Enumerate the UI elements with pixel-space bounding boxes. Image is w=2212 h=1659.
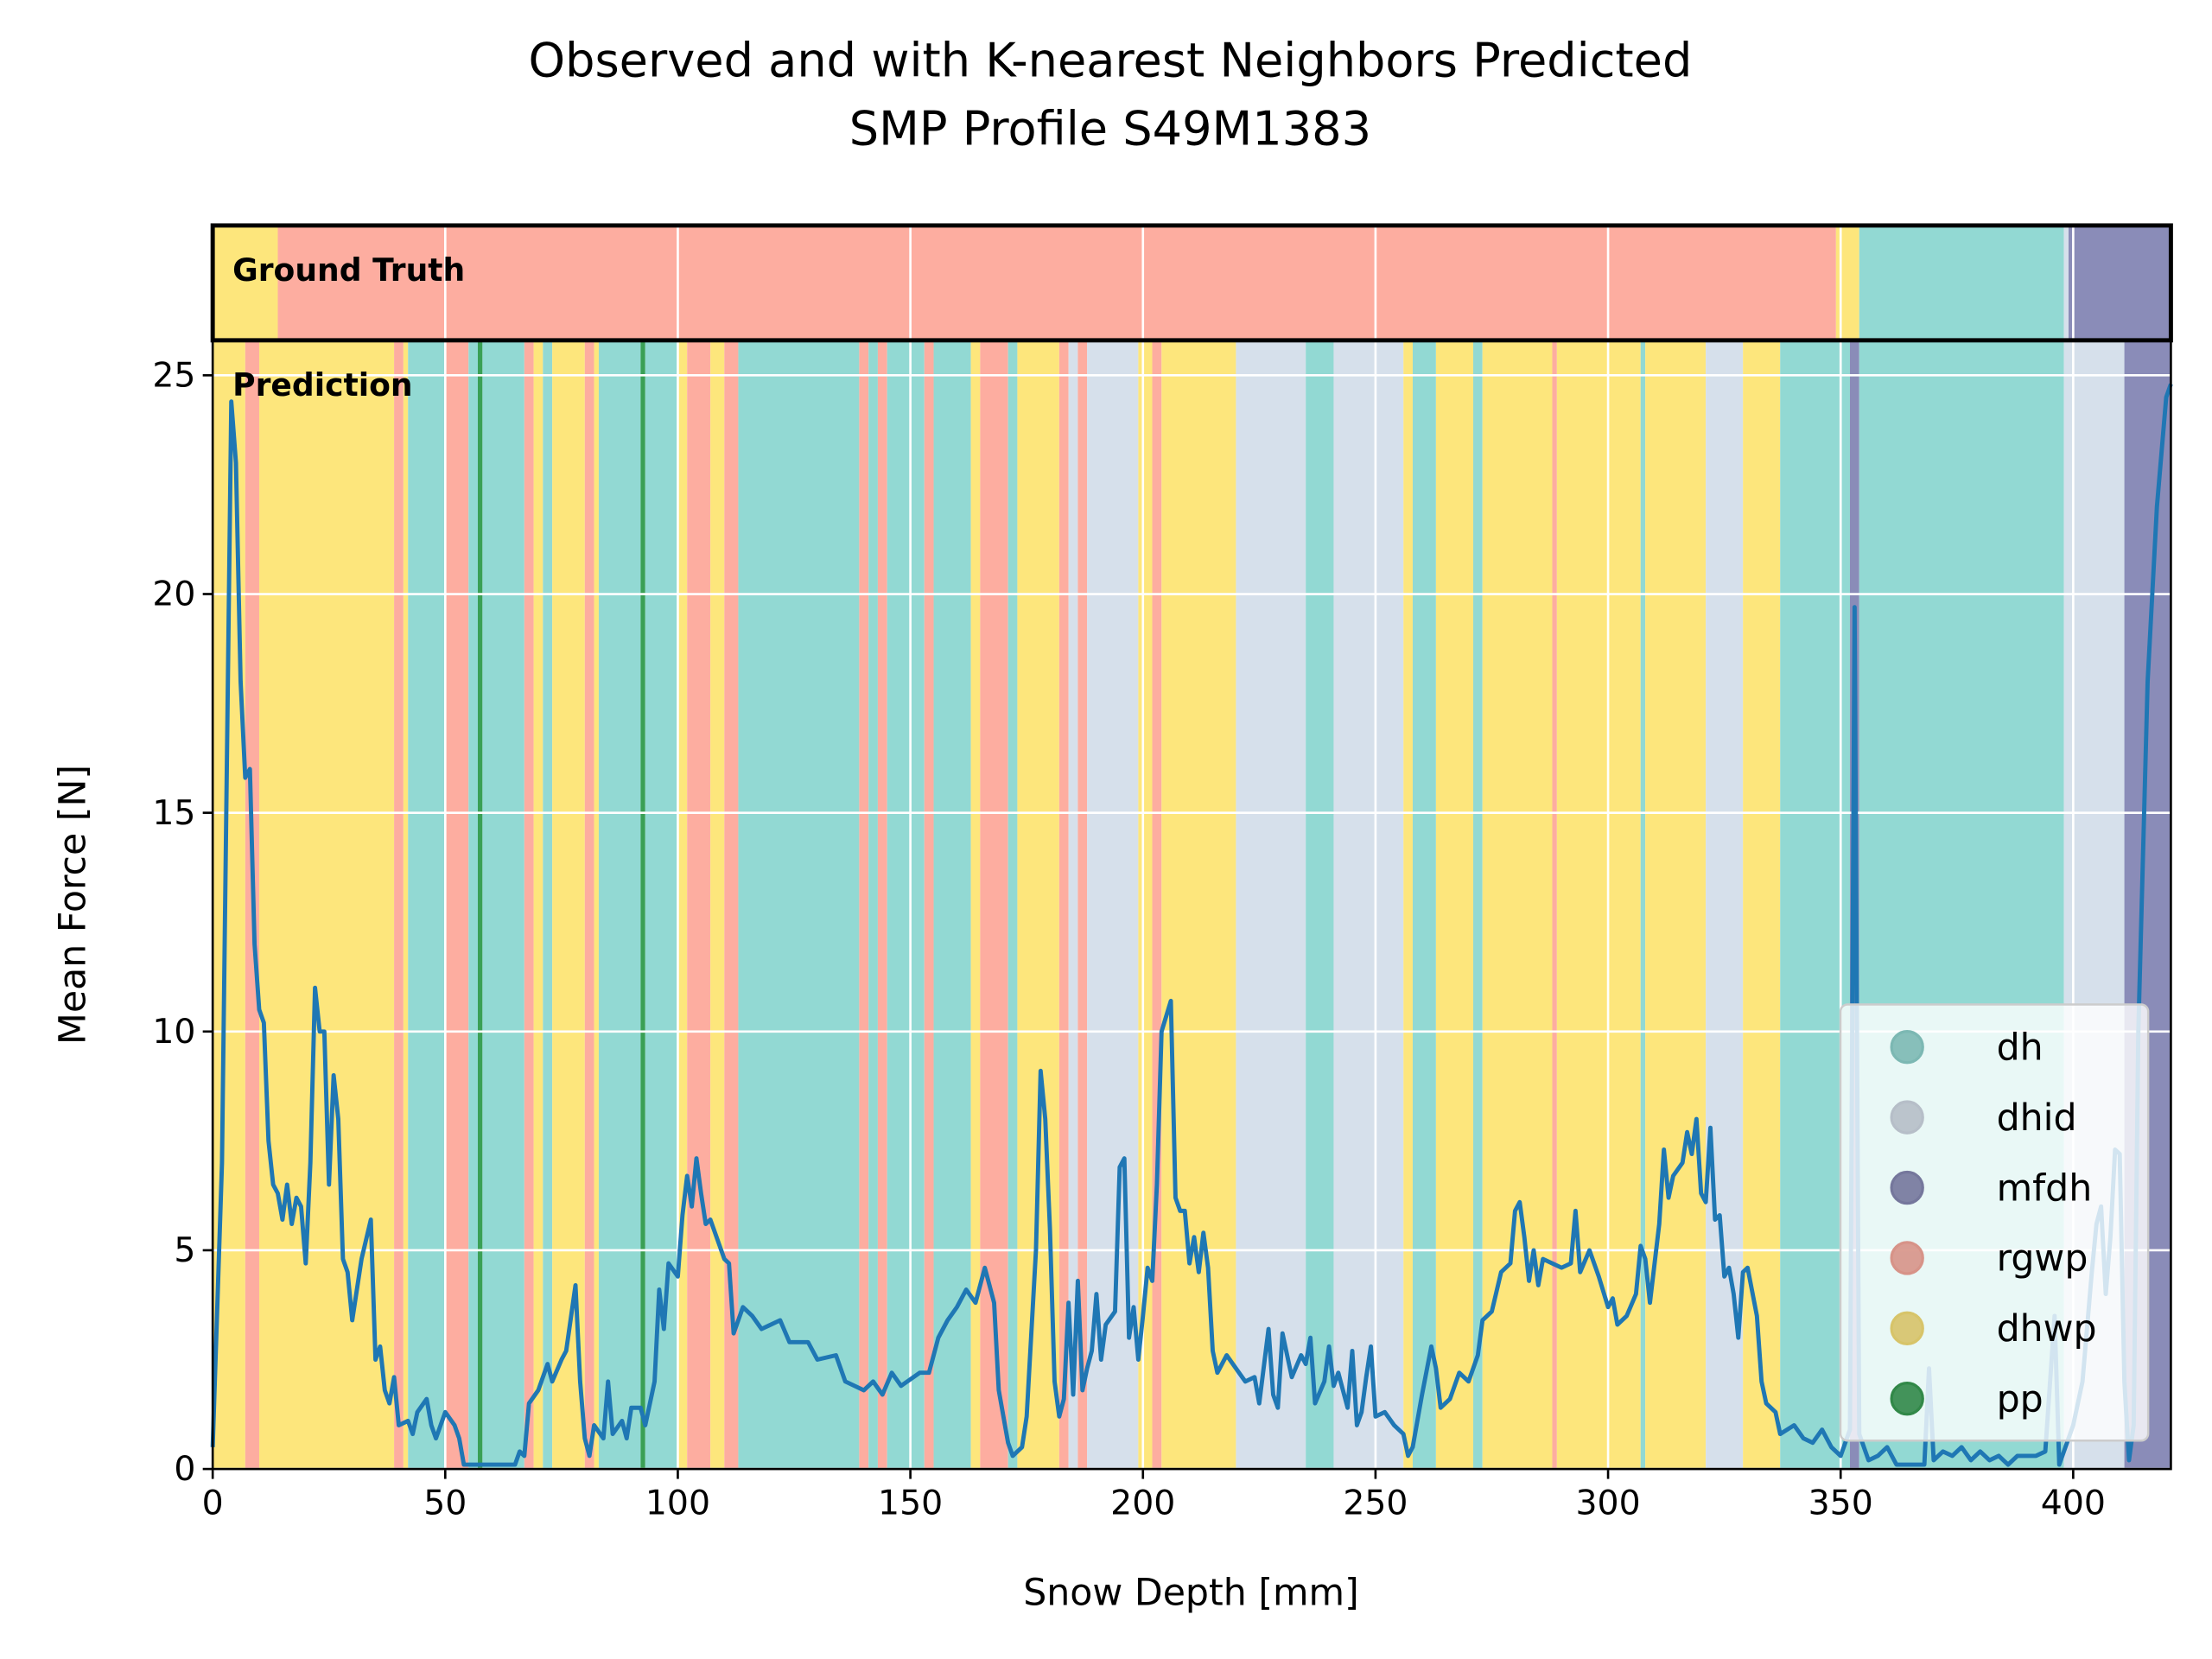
prediction-band [1412, 340, 1436, 1470]
legend-marker [1890, 1030, 1924, 1065]
prediction-band [482, 340, 524, 1470]
prediction-band [1068, 340, 1078, 1470]
y-tick-label: 15 [152, 793, 195, 833]
prediction-band [1306, 340, 1334, 1470]
prediction-band [1556, 340, 1641, 1470]
prediction-band [645, 340, 678, 1470]
prediction-band [524, 340, 534, 1470]
prediction-band [1058, 340, 1069, 1470]
prediction-band [1403, 340, 1413, 1470]
y-tick-label: 5 [174, 1230, 195, 1270]
y-tick-label: 20 [152, 575, 195, 614]
prediction-band [477, 340, 483, 1470]
annotation: Prediction [232, 366, 412, 404]
prediction-band [533, 340, 543, 1470]
prediction-band [1435, 340, 1473, 1470]
prediction-band [1780, 340, 1850, 1470]
ground-truth-band [1859, 225, 2064, 340]
ground-truth-band [2063, 225, 2069, 340]
prediction-band [1077, 340, 1088, 1470]
x-tick-label: 50 [423, 1484, 467, 1523]
x-tick-label: 100 [645, 1484, 710, 1523]
prediction-band [933, 340, 971, 1470]
prediction-band [552, 340, 585, 1470]
legend-marker [1890, 1170, 1924, 1205]
y-tick-label: 0 [174, 1449, 195, 1489]
prediction-band [1087, 340, 1139, 1470]
prediction-band [594, 340, 599, 1470]
prediction-band [584, 340, 594, 1470]
prediction-band [887, 340, 925, 1470]
prediction-band [408, 340, 446, 1470]
prediction-band [877, 340, 887, 1470]
prediction-band [1552, 340, 1557, 1470]
prediction-band [1706, 340, 1744, 1470]
prediction-band [1645, 340, 1707, 1470]
prediction-band [868, 340, 878, 1470]
ground-truth-band [277, 225, 1836, 340]
legend-label: pp [1997, 1377, 2044, 1421]
prediction-band [1236, 340, 1306, 1470]
prediction-band [543, 340, 553, 1470]
chart-title: Observed and with K-nearest Neighbors Pr… [528, 34, 1692, 88]
prediction-band [403, 340, 409, 1470]
legend-box [1839, 1003, 2150, 1442]
prediction-band [970, 340, 981, 1470]
prediction-band [394, 340, 404, 1470]
y-tick-label: 10 [152, 1012, 195, 1052]
prediction-band [1152, 340, 1162, 1470]
legend-marker [1890, 1241, 1924, 1275]
legend-label: mfdh [1997, 1166, 2093, 1210]
ground-truth-band [213, 225, 278, 340]
legend-marker [1890, 1311, 1924, 1346]
y-axis-label: Mean Force [N] [51, 765, 94, 1045]
prediction-band [859, 340, 869, 1470]
legend-label: rgwp [1997, 1237, 2088, 1281]
annotation: Ground Truth [232, 251, 465, 289]
legend-marker [1890, 1382, 1924, 1416]
prediction-band [1472, 340, 1483, 1470]
x-tick-label: 300 [1575, 1484, 1640, 1523]
ground-truth-band [2068, 225, 2171, 340]
prediction-band [924, 340, 934, 1470]
x-tick-label: 0 [202, 1484, 224, 1523]
legend-marker [1890, 1100, 1924, 1135]
prediction-band [724, 340, 739, 1470]
prediction-band [980, 340, 1008, 1470]
legend: dh dhid mfdh rgwp dhwp pp [1839, 1003, 2150, 1442]
prediction-band [1161, 340, 1236, 1470]
prediction-band [1743, 340, 1781, 1470]
prediction-band [738, 340, 860, 1470]
prediction-band [468, 340, 478, 1470]
force-line [210, 383, 2173, 1467]
prediction-band [677, 340, 688, 1470]
prediction-band [1138, 340, 1153, 1470]
chart-subtitle: SMP Profile S49M1383 [849, 101, 1371, 156]
x-tick-label: 350 [1808, 1484, 1873, 1523]
prediction-band [1007, 340, 1018, 1470]
legend-label: dhwp [1997, 1307, 2097, 1351]
prediction-band [445, 340, 469, 1470]
prediction-band [710, 340, 725, 1470]
x-tick-label: 250 [1343, 1484, 1408, 1523]
prediction-band [598, 340, 641, 1470]
ground-truth-frame [210, 223, 2173, 343]
prediction-band [1333, 340, 1404, 1470]
prediction-band [687, 340, 711, 1470]
x-tick-label: 150 [878, 1484, 943, 1523]
legend-label: dh [1997, 1027, 2044, 1070]
legend-label: dhid [1997, 1096, 2077, 1140]
prediction-band [1640, 340, 1646, 1470]
ground-truth-band [1835, 225, 1859, 340]
x-axis-label: Snow Depth [mm] [1023, 1572, 1359, 1615]
x-tick-label: 200 [1110, 1484, 1175, 1523]
y-tick-label: 25 [152, 355, 195, 395]
x-tick-label: 400 [2041, 1484, 2106, 1523]
prediction-band [640, 340, 645, 1470]
